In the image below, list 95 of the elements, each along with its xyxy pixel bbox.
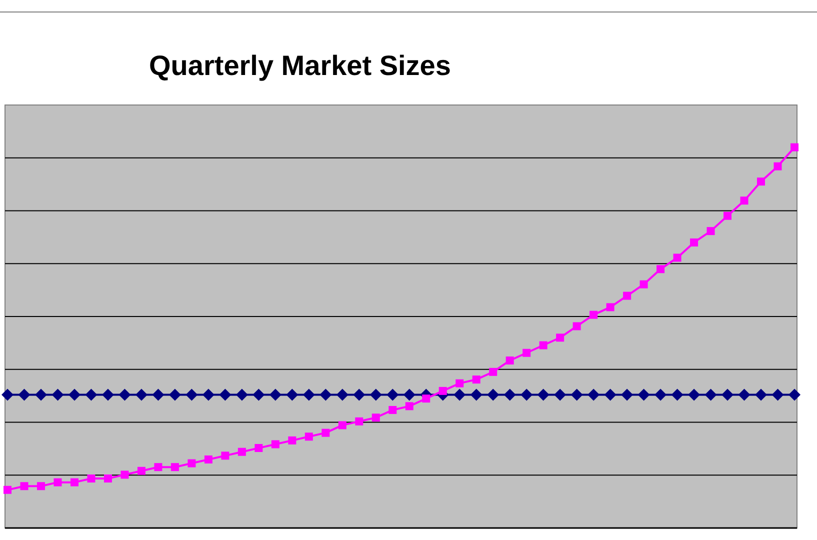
point (772, 388, 784, 401)
point (252, 388, 265, 401)
point (456, 379, 464, 388)
point (85, 388, 98, 401)
point (370, 388, 382, 401)
point (288, 436, 296, 444)
point (774, 162, 782, 170)
point (254, 444, 263, 452)
point (403, 388, 416, 401)
point (238, 448, 246, 456)
point (590, 310, 598, 319)
point (135, 388, 148, 401)
point (118, 388, 131, 401)
point (757, 178, 765, 186)
point (4, 486, 12, 494)
point (304, 432, 313, 441)
point (454, 388, 466, 401)
point (338, 421, 346, 430)
point (489, 368, 498, 376)
point (504, 388, 516, 401)
point (706, 227, 715, 236)
point (322, 428, 330, 437)
point (186, 388, 198, 401)
point (671, 388, 684, 401)
point (405, 402, 414, 410)
point (386, 388, 399, 401)
point (690, 238, 698, 246)
point (572, 322, 581, 330)
point (621, 388, 634, 401)
point (320, 388, 332, 401)
point (302, 388, 315, 401)
point (740, 196, 748, 205)
point (487, 388, 500, 401)
point (472, 376, 480, 384)
point (204, 455, 212, 464)
point (520, 388, 533, 401)
point (152, 388, 164, 401)
point (219, 388, 232, 401)
point (154, 463, 162, 472)
point (673, 254, 682, 262)
point (656, 265, 665, 274)
point (704, 388, 717, 401)
point (271, 440, 280, 448)
point (52, 388, 64, 401)
point (638, 388, 650, 401)
point (68, 388, 80, 401)
point (168, 388, 181, 401)
point (790, 143, 798, 152)
point (604, 388, 616, 401)
point (104, 474, 112, 483)
point (654, 388, 667, 401)
point (722, 388, 734, 401)
point (137, 466, 146, 475)
point (570, 388, 583, 401)
point (20, 482, 28, 490)
point (2, 388, 14, 401)
point (422, 394, 430, 403)
point (37, 482, 45, 490)
point (188, 459, 196, 468)
point (236, 388, 248, 401)
point (170, 463, 179, 472)
point (688, 388, 700, 401)
point (788, 388, 800, 401)
point (522, 348, 531, 357)
point (724, 212, 732, 220)
point (87, 474, 96, 483)
point (470, 388, 482, 401)
point (269, 388, 282, 401)
point (537, 388, 550, 401)
point (336, 388, 348, 401)
chart-title: Quarterly Market Sizes (149, 50, 451, 81)
point (623, 292, 632, 300)
point (506, 356, 514, 364)
point (388, 406, 397, 414)
point (438, 386, 447, 395)
point (120, 470, 129, 479)
point (372, 414, 380, 422)
point (353, 388, 366, 401)
point (54, 478, 62, 486)
point (738, 388, 750, 401)
point (556, 334, 564, 342)
point (221, 452, 230, 460)
point (286, 388, 298, 401)
point (35, 388, 47, 401)
point (539, 341, 548, 350)
point (755, 388, 767, 401)
point (554, 388, 566, 401)
point (606, 303, 614, 312)
point (102, 388, 114, 401)
point (640, 280, 648, 288)
point (588, 388, 600, 401)
point (202, 388, 214, 401)
point (70, 478, 78, 486)
point (355, 417, 364, 426)
point (18, 388, 30, 401)
